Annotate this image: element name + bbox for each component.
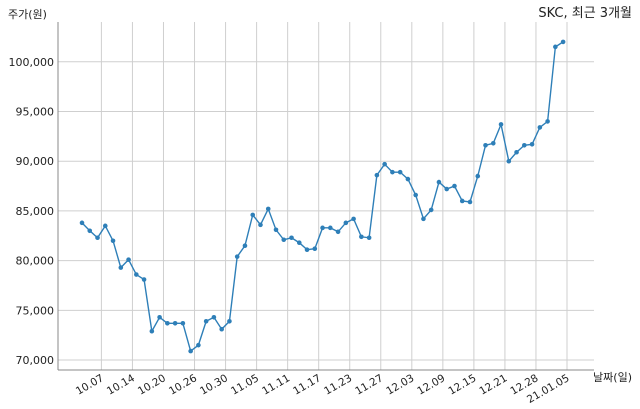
data-point — [382, 161, 387, 167]
data-point — [281, 237, 287, 243]
data-point — [397, 169, 403, 175]
price-points — [79, 39, 566, 354]
data-point — [211, 315, 217, 320]
data-point — [242, 243, 248, 249]
data-point — [134, 272, 139, 277]
y-tick-label: 75,000 — [16, 304, 55, 317]
data-point — [560, 39, 566, 45]
data-point — [157, 315, 162, 320]
data-point — [110, 238, 116, 244]
data-point — [514, 149, 519, 155]
data-point — [196, 342, 201, 348]
data-point — [203, 318, 209, 324]
x-tick-label: 10.14 — [105, 372, 137, 398]
data-point — [537, 125, 543, 130]
data-point — [102, 223, 108, 229]
data-point — [335, 229, 341, 235]
x-axis-label: 날짜(일) — [593, 370, 632, 384]
data-point — [227, 318, 232, 324]
data-point — [250, 212, 256, 218]
data-point — [459, 198, 465, 204]
data-point — [95, 235, 100, 241]
data-point — [79, 220, 85, 226]
chart-title: SKC, 최근 3개월 — [538, 6, 632, 21]
data-point — [529, 142, 535, 147]
y-tick-label: 100,000 — [9, 56, 55, 69]
x-tick-label: 11.27 — [353, 372, 385, 397]
data-point — [490, 141, 496, 146]
data-point — [265, 206, 271, 212]
grid-lines — [58, 22, 594, 370]
x-tick-label: 12.21 — [477, 372, 509, 397]
y-tick-label: 80,000 — [16, 255, 55, 268]
data-point — [545, 119, 550, 124]
data-point — [522, 142, 527, 148]
y-axis-label: 주가(원) — [8, 8, 47, 21]
x-tick-label: 10.20 — [136, 372, 168, 397]
data-point — [304, 247, 310, 252]
data-point — [149, 328, 155, 334]
data-point — [343, 220, 349, 226]
data-point — [436, 179, 442, 185]
data-point — [475, 173, 481, 179]
x-tick-label: 10.07 — [74, 372, 106, 397]
data-point — [390, 169, 395, 175]
data-point — [498, 122, 504, 127]
data-point — [258, 222, 263, 228]
data-point — [234, 254, 240, 259]
data-point — [320, 225, 325, 231]
data-point — [405, 176, 411, 182]
data-point — [188, 348, 193, 354]
x-tick-label: 12.09 — [415, 372, 447, 397]
data-point — [506, 158, 512, 164]
x-tick-label: 11.05 — [229, 372, 261, 397]
data-point — [444, 186, 450, 192]
data-point — [172, 320, 178, 326]
data-point — [180, 320, 186, 326]
x-tick-label: 11.23 — [322, 372, 354, 397]
y-tick-labels: 70,000 75,000 80,000 85,000 90,000 95,000 100,… — [9, 56, 55, 367]
x-tick-label: 12.15 — [446, 372, 478, 397]
data-point — [165, 320, 170, 326]
data-point — [126, 257, 131, 262]
data-point — [296, 240, 302, 246]
data-point — [312, 246, 318, 251]
y-tick-label: 85,000 — [16, 205, 55, 218]
data-point — [273, 227, 279, 233]
axes — [57, 22, 594, 371]
data-point — [413, 192, 418, 198]
y-tick-label: 70,000 — [16, 354, 55, 367]
data-point — [374, 172, 380, 178]
data-point — [428, 207, 434, 213]
y-tick-label: 95,000 — [16, 105, 55, 118]
x-tick-label: 11.11 — [260, 372, 292, 397]
data-point — [87, 228, 93, 234]
data-point — [483, 142, 488, 148]
data-point — [366, 235, 372, 241]
data-point — [553, 44, 558, 50]
data-point — [467, 199, 473, 205]
data-point — [118, 265, 124, 270]
x-tick-labels: 10.07 10.14 10.20 10.26 10.30 11.05 11.11 11.17… — [74, 372, 572, 406]
data-point — [452, 183, 457, 189]
data-point — [328, 225, 333, 231]
data-point — [219, 326, 224, 332]
x-tick-label: 10.26 — [167, 372, 199, 398]
y-tick-label: 90,000 — [16, 155, 55, 168]
x-tick-label: 12.03 — [384, 372, 416, 397]
x-tick-label: 11.17 — [291, 372, 323, 397]
data-point — [289, 235, 294, 241]
data-point — [359, 234, 364, 240]
data-point — [421, 216, 426, 222]
x-tick-label: 10.30 — [198, 372, 230, 397]
price-line — [81, 41, 564, 353]
data-point — [351, 216, 356, 222]
data-point — [141, 277, 147, 282]
